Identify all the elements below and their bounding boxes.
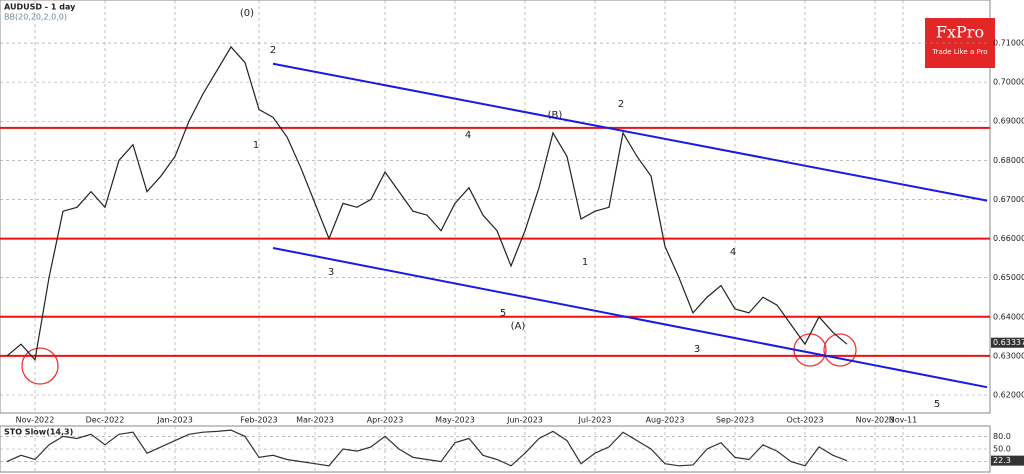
highlight-circle <box>823 333 857 367</box>
last-value-label: 22.3 <box>993 456 1011 465</box>
x-tick-label: Jun-2023 <box>506 416 543 425</box>
x-tick-label: Oct-2023 <box>786 416 823 425</box>
x-tick-label: Nov-2023 <box>856 416 895 425</box>
last-value-box <box>991 337 1024 348</box>
wave-label: 5 <box>934 399 940 410</box>
wave-label: (0) <box>240 8 254 19</box>
wave-label: 2 <box>618 99 624 110</box>
highlight-circle <box>21 347 59 385</box>
chart-title: AUDUSD - 1 day <box>4 3 76 12</box>
x-tick-label: Feb-2023 <box>240 416 277 425</box>
wave-label: 3 <box>694 344 700 355</box>
y-tick-label: 0.62000 <box>993 391 1024 400</box>
y-tick-label: 0.69000 <box>993 117 1024 126</box>
y-tick-label: 80.0 <box>993 432 1011 441</box>
x-tick-label: Nov-2022 <box>16 416 55 425</box>
channel-line <box>272 62 988 202</box>
series-line <box>6 45 848 362</box>
y-tick-label: 0.63000 <box>993 351 1024 360</box>
x-tick-label: Apr-2023 <box>367 416 404 425</box>
y-tick-label: 0.68000 <box>993 156 1024 165</box>
wave-label: 5 <box>500 308 506 319</box>
wave-label: 1 <box>582 257 588 268</box>
wave-label: 4 <box>465 130 471 141</box>
wave-label: (B) <box>548 110 563 121</box>
x-tick-label: May-2023 <box>435 416 475 425</box>
x-tick-label: Dec-2022 <box>86 416 125 425</box>
channel-line <box>272 246 988 389</box>
sto-title: STO Slow(14,3) <box>4 428 73 437</box>
y-tick-label: 0.66000 <box>993 234 1024 243</box>
y-tick-label: 0.71000 <box>993 39 1024 48</box>
y-tick-label: 0.67000 <box>993 195 1024 204</box>
price-panel <box>0 0 991 414</box>
last-value-box <box>991 455 1024 466</box>
last-value-label: 0.63337 <box>993 338 1024 347</box>
x-tick-label: Jul-2023 <box>578 416 612 425</box>
wave-label: (A) <box>511 321 526 332</box>
wave-label: 3 <box>328 267 334 278</box>
x-tick-label: Jan-2023 <box>156 416 193 425</box>
x-tick-label: Nov-11 <box>889 416 917 425</box>
wave-label: 1 <box>253 140 259 151</box>
wave-label: 4 <box>730 247 736 258</box>
series-line <box>6 429 848 467</box>
y-tick-label: 50.0 <box>993 445 1011 454</box>
wave-label: 2 <box>270 45 276 56</box>
x-tick-label: Sep-2023 <box>716 416 754 425</box>
y-tick-label: 0.64000 <box>993 312 1024 321</box>
logo-brand: FxPro <box>936 23 984 42</box>
y-tick-label: 0.65000 <box>993 273 1024 282</box>
chart-subtitle: BB(20,20,2,0,0) <box>4 13 67 22</box>
y-tick-label: 0.70000 <box>993 78 1024 87</box>
logo-tagline: Trade Like a Pro <box>931 48 987 56</box>
x-tick-label: Aug-2023 <box>646 416 685 425</box>
x-tick-label: Mar-2023 <box>296 416 334 425</box>
